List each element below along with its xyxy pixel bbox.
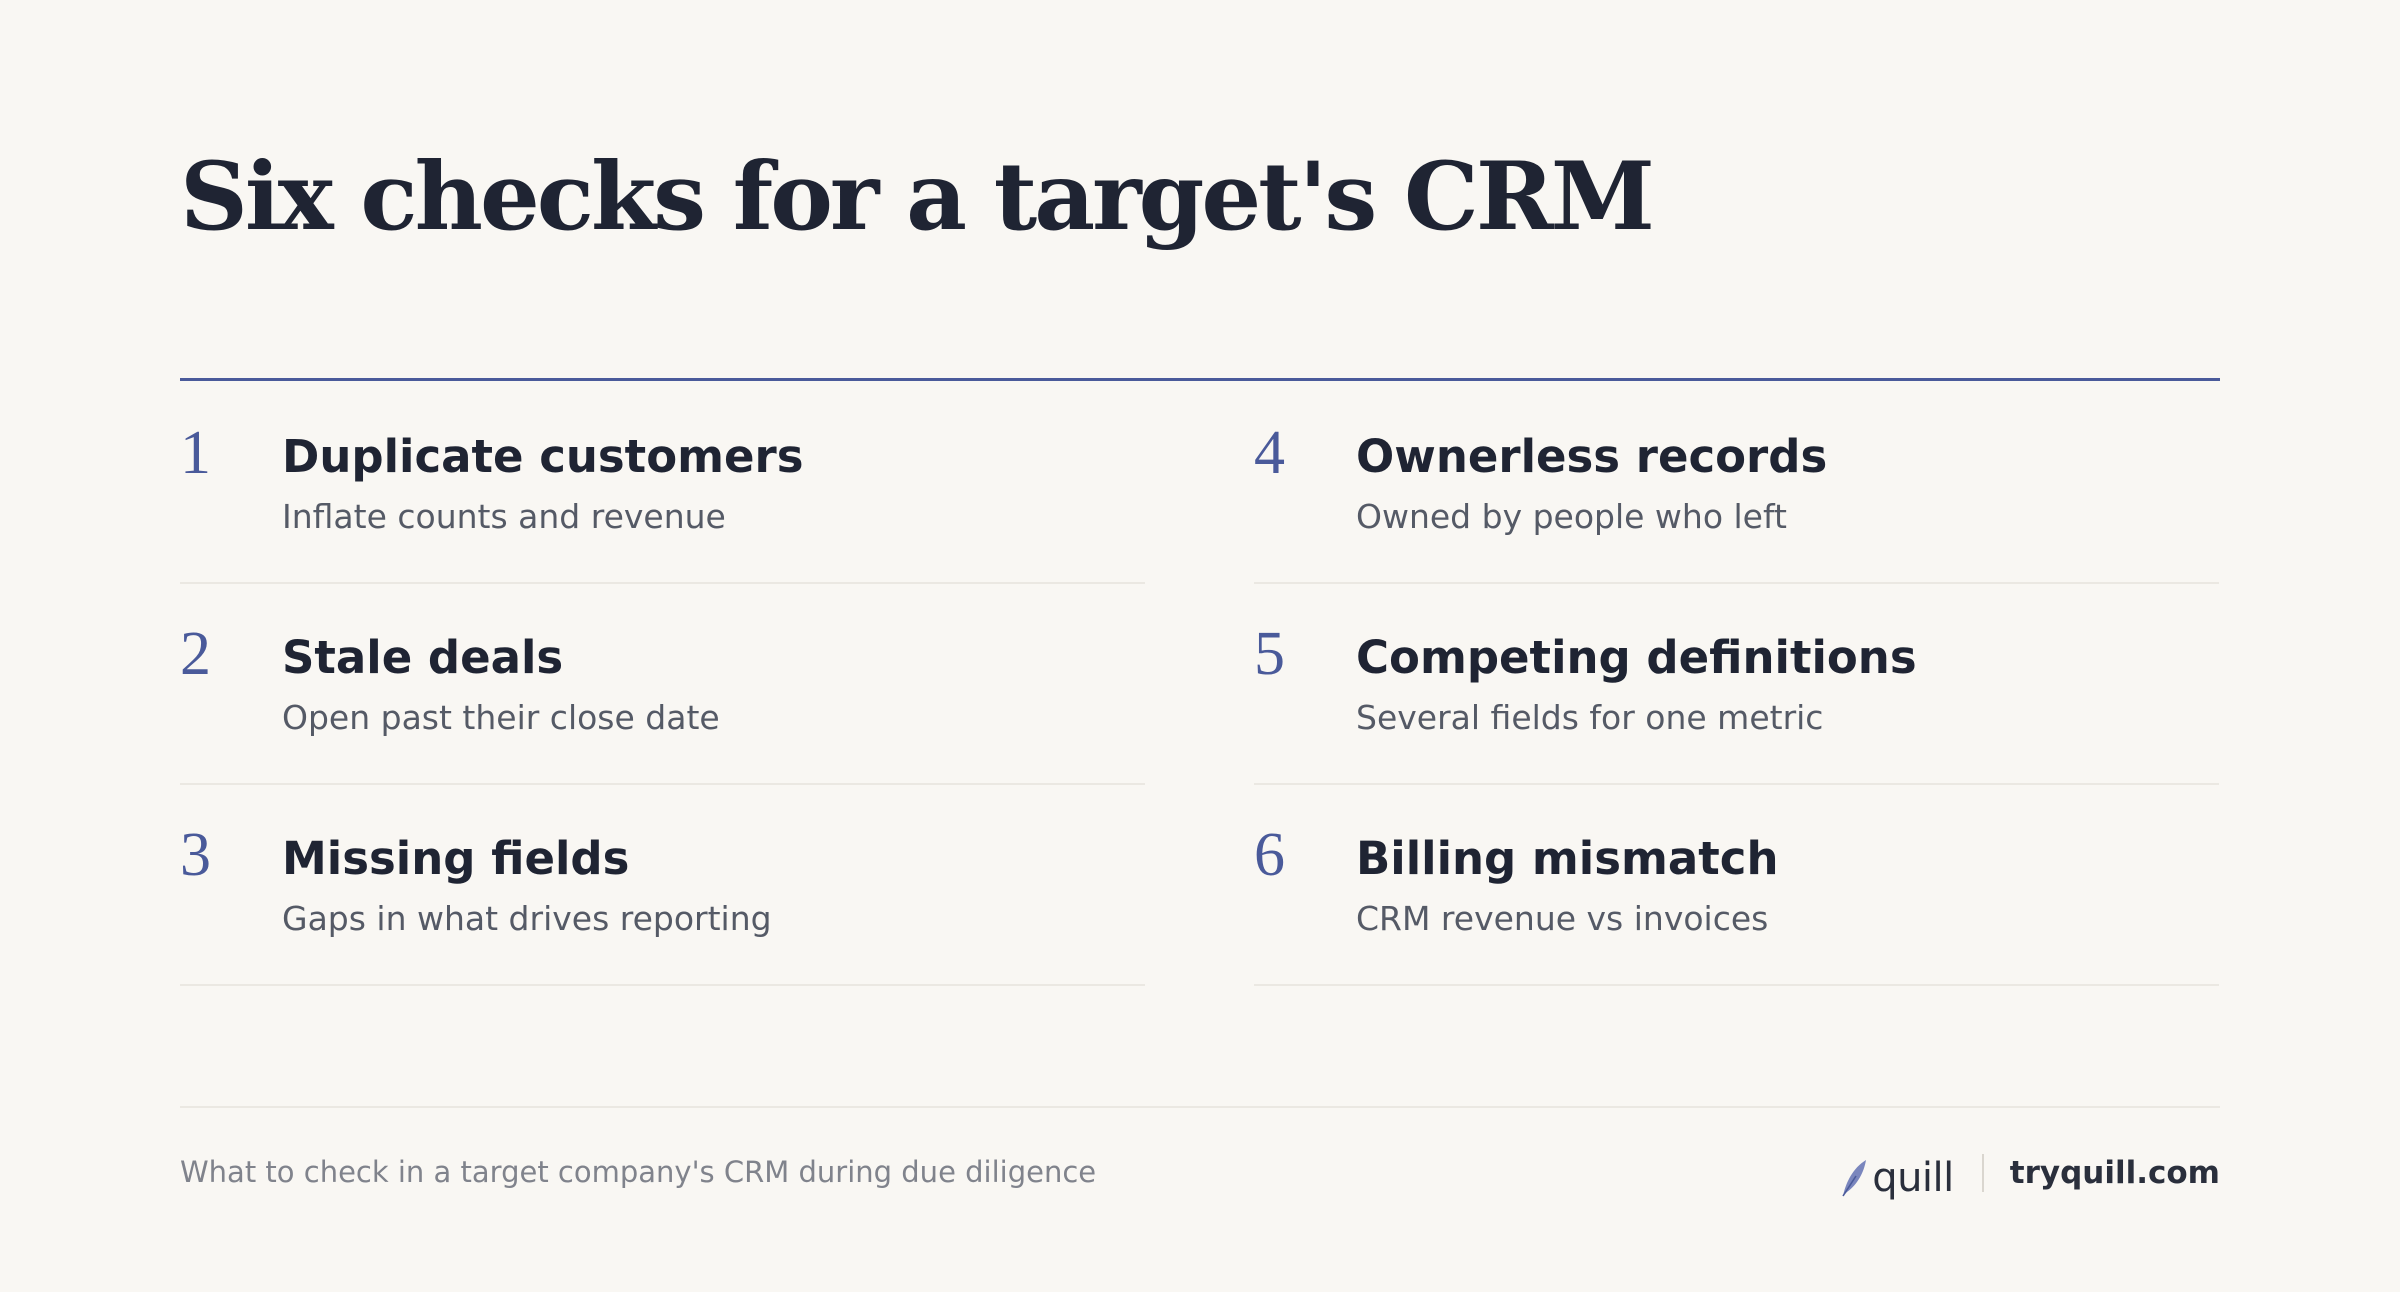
check-heading: Stale deals (282, 631, 564, 684)
check-heading: Ownerless records (1356, 430, 1828, 483)
quill-feather-icon (1842, 1160, 1867, 1197)
check-item-4: 4 Ownerless records Owned by people who … (1254, 384, 2219, 584)
check-description: CRM revenue vs invoices (1356, 899, 1769, 938)
check-number: 3 (180, 821, 211, 889)
check-description: Inflate counts and revenue (282, 497, 726, 536)
check-item-5: 5 Competing definitions Several fields f… (1254, 585, 2219, 785)
check-number: 5 (1254, 620, 1285, 688)
check-number: 2 (180, 620, 211, 688)
check-item-1: 1 Duplicate customers Inflate counts and… (180, 384, 1145, 584)
footer-caption: What to check in a target company's CRM … (180, 1155, 1097, 1189)
check-description: Gaps in what drives reporting (282, 899, 772, 938)
check-number: 1 (180, 419, 211, 487)
brand-logo[interactable]: quill (1840, 1148, 1954, 1198)
brand-separator (1981, 1154, 1984, 1192)
title-divider (180, 378, 2220, 381)
brand-block: quill tryquill.com (1840, 1148, 2220, 1198)
check-description: Owned by people who left (1356, 497, 1787, 536)
check-heading: Competing definitions (1356, 631, 1917, 684)
brand-name: quill (1872, 1155, 1954, 1201)
check-item-3: 3 Missing fields Gaps in what drives rep… (180, 786, 1145, 986)
check-heading: Billing mismatch (1356, 832, 1779, 885)
check-item-2: 2 Stale deals Open past their close date (180, 585, 1145, 785)
check-heading: Missing fields (282, 832, 630, 885)
check-heading: Duplicate customers (282, 430, 804, 483)
check-item-6: 6 Billing mismatch CRM revenue vs invoic… (1254, 786, 2219, 986)
check-description: Open past their close date (282, 698, 720, 737)
website-link[interactable]: tryquill.com (2009, 1154, 2220, 1191)
check-number: 6 (1254, 821, 1285, 889)
page-title: Six checks for a target's CRM (180, 142, 1655, 252)
check-description: Several fields for one metric (1356, 698, 1824, 737)
check-number: 4 (1254, 419, 1285, 487)
footer-divider (180, 1106, 2220, 1108)
